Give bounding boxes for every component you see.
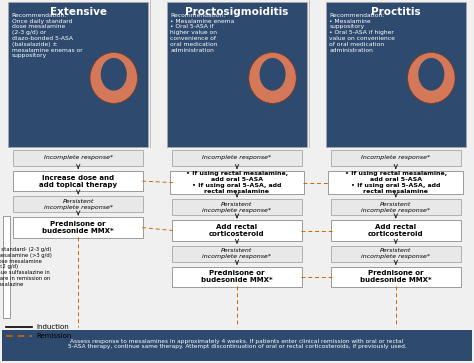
FancyBboxPatch shape	[13, 171, 143, 191]
FancyBboxPatch shape	[331, 220, 461, 241]
Text: Increase dose and
add topical therapy: Increase dose and add topical therapy	[39, 175, 117, 188]
FancyBboxPatch shape	[172, 246, 302, 262]
Ellipse shape	[259, 58, 285, 91]
FancyBboxPatch shape	[13, 196, 143, 212]
Text: Proctosigmoiditis: Proctosigmoiditis	[185, 7, 289, 17]
Ellipse shape	[418, 58, 444, 91]
Text: Recommendation:
Once daily standard
dose mesalamine
(2-3 g/d) or
diazo-bonded 5-: Recommendation: Once daily standard dose…	[12, 13, 82, 58]
Text: Extensive: Extensive	[50, 7, 107, 17]
Ellipse shape	[408, 53, 455, 103]
Text: Add rectal
corticosteroid: Add rectal corticosteroid	[368, 224, 424, 237]
FancyBboxPatch shape	[328, 171, 463, 194]
Text: Prednisone or
budesonide MMX*: Prednisone or budesonide MMX*	[42, 221, 114, 234]
FancyBboxPatch shape	[2, 330, 472, 361]
Text: Incomplete response*: Incomplete response*	[44, 155, 113, 160]
Text: • Recommend standard- (2-3 g/d)
or high-dose mesalamine (>3 g/d)
over low-dose m: • Recommend standard- (2-3 g/d) or high-…	[0, 247, 52, 287]
Text: Persistent
incomplete response*: Persistent incomplete response*	[361, 248, 430, 259]
Text: • If using rectal mesalamine,
add oral 5-ASA
• If using oral 5-ASA, add
rectal m: • If using rectal mesalamine, add oral 5…	[186, 171, 288, 194]
FancyBboxPatch shape	[331, 150, 461, 166]
Ellipse shape	[90, 53, 137, 103]
FancyBboxPatch shape	[172, 199, 302, 215]
Text: • If using rectal mesalamine,
add oral 5-ASA
• If using oral 5-ASA, add
rectal m: • If using rectal mesalamine, add oral 5…	[345, 171, 447, 194]
FancyBboxPatch shape	[331, 267, 461, 287]
FancyBboxPatch shape	[172, 220, 302, 241]
FancyBboxPatch shape	[172, 267, 302, 287]
Text: Prednisone or
budesonide MMX*: Prednisone or budesonide MMX*	[360, 270, 432, 284]
FancyBboxPatch shape	[331, 246, 461, 262]
FancyBboxPatch shape	[3, 216, 10, 318]
FancyBboxPatch shape	[9, 2, 148, 147]
Text: Persistent
incomplete response*: Persistent incomplete response*	[361, 202, 430, 213]
Text: Assess response to mesalamines in approximately 4 weeks. If patients enter clini: Assess response to mesalamines in approx…	[68, 339, 406, 349]
Text: Incomplete response*: Incomplete response*	[202, 155, 272, 160]
FancyBboxPatch shape	[167, 2, 307, 147]
Text: Prednisone or
budesonide MMX*: Prednisone or budesonide MMX*	[201, 270, 273, 284]
FancyBboxPatch shape	[326, 2, 465, 147]
Text: Persistent
incomplete response*: Persistent incomplete response*	[202, 202, 272, 213]
Text: Recommendation:
• Mesalamine enema
• Oral 5-ASA if
higher value on
convenience o: Recommendation: • Mesalamine enema • Ora…	[171, 13, 235, 53]
Text: Induction: Induction	[36, 324, 69, 330]
Text: Remission: Remission	[36, 333, 72, 339]
FancyBboxPatch shape	[13, 217, 143, 238]
FancyBboxPatch shape	[170, 171, 304, 194]
Ellipse shape	[249, 53, 296, 103]
FancyBboxPatch shape	[172, 150, 302, 166]
Text: Persistent
incomplete response*: Persistent incomplete response*	[44, 199, 113, 210]
Text: Incomplete response*: Incomplete response*	[361, 155, 430, 160]
Text: Recommendation:
• Mesalamine
suppository
• Oral 5-ASA if higher
value on conveni: Recommendation: • Mesalamine suppository…	[329, 13, 395, 53]
FancyBboxPatch shape	[13, 150, 143, 166]
Ellipse shape	[100, 58, 127, 91]
FancyBboxPatch shape	[331, 199, 461, 215]
Text: Add rectal
corticosteroid: Add rectal corticosteroid	[209, 224, 265, 237]
Text: Persistent
incomplete response*: Persistent incomplete response*	[202, 248, 272, 259]
Text: Proctitis: Proctitis	[371, 7, 420, 17]
